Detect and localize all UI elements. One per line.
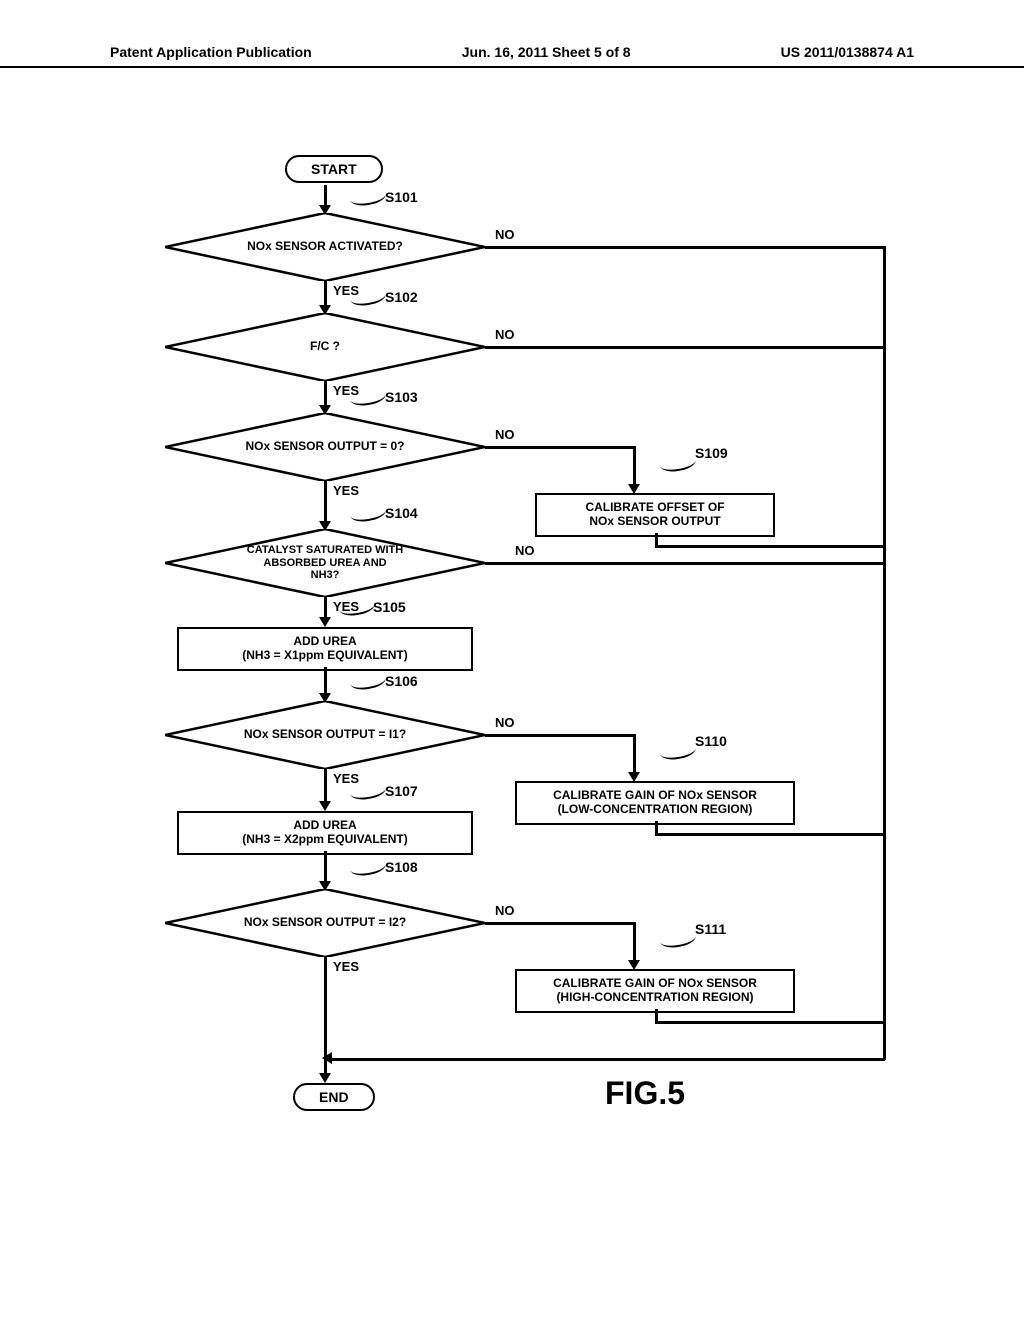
s108-text: NOx SENSOR OUTPUT = I2?: [244, 916, 406, 930]
flow-line: [324, 851, 327, 885]
page-header: Patent Application Publication Jun. 16, …: [0, 44, 1024, 68]
s103-label: S103: [385, 389, 418, 405]
s105-label: S105: [373, 599, 406, 615]
process-s109: CALIBRATE OFFSET OF NOx SENSOR OUTPUT: [535, 493, 775, 537]
s101-label: S101: [385, 189, 418, 205]
process-s110: CALIBRATE GAIN OF NOx SENSOR (LOW-CONCEN…: [515, 781, 795, 825]
label-curve: [349, 502, 387, 524]
s108-yes: YES: [333, 959, 359, 974]
s109-label: S109: [695, 445, 728, 461]
arrowhead-icon: [319, 1073, 331, 1083]
label-curve: [349, 186, 387, 208]
s106-label: S106: [385, 673, 418, 689]
label-curve: [659, 740, 697, 762]
s108-label: S108: [385, 859, 418, 875]
header-center: Jun. 16, 2011 Sheet 5 of 8: [462, 44, 631, 60]
s104-label: S104: [385, 505, 418, 521]
s106-yes: YES: [333, 771, 359, 786]
label-curve: [659, 928, 697, 950]
process-s111: CALIBRATE GAIN OF NOx SENSOR (HIGH-CONCE…: [515, 969, 795, 1013]
flow-line: [633, 922, 636, 964]
decision-s106: NOx SENSOR OUTPUT = I1?: [165, 701, 485, 769]
header-left: Patent Application Publication: [110, 44, 312, 60]
s108-no: NO: [495, 903, 515, 918]
decision-s104: CATALYST SATURATED WITH ABSORBED UREA AN…: [165, 529, 485, 597]
decision-s103: NOx SENSOR OUTPUT = 0?: [165, 413, 485, 481]
s111-text: CALIBRATE GAIN OF NOx SENSOR (HIGH-CONCE…: [553, 976, 757, 1004]
flow-line: [324, 769, 327, 805]
arrowhead-icon: [319, 617, 331, 627]
flow-line-bus: [883, 246, 886, 1060]
s110-text: CALIBRATE GAIN OF NOx SENSOR (LOW-CONCEN…: [553, 788, 757, 816]
s106-text: NOx SENSOR OUTPUT = I1?: [244, 728, 406, 742]
arrowhead-icon: [322, 1052, 332, 1064]
flow-line: [485, 734, 635, 737]
flow-line: [485, 346, 885, 349]
s103-yes: YES: [333, 483, 359, 498]
s106-no: NO: [495, 715, 515, 730]
flow-line: [655, 1021, 885, 1024]
s111-label: S111: [695, 921, 726, 937]
flow-line: [655, 545, 885, 548]
s103-no: NO: [495, 427, 515, 442]
terminal-start: START: [285, 155, 383, 183]
flow-line: [485, 446, 635, 449]
flow-line: [633, 446, 636, 488]
arrowhead-icon: [319, 801, 331, 811]
flow-line: [485, 246, 885, 249]
process-s107: ADD UREA (NH3 = X2ppm EQUIVALENT): [177, 811, 473, 855]
terminal-end: END: [293, 1083, 375, 1111]
s110-label: S110: [695, 733, 727, 749]
s109-text: CALIBRATE OFFSET OF NOx SENSOR OUTPUT: [585, 500, 724, 528]
start-label: START: [311, 161, 357, 177]
s102-no: NO: [495, 327, 515, 342]
flow-line: [633, 734, 636, 776]
label-curve: [349, 856, 387, 878]
flow-line: [485, 922, 635, 925]
s101-no: NO: [495, 227, 515, 242]
label-curve: [349, 670, 387, 692]
s107-text: ADD UREA (NH3 = X2ppm EQUIVALENT): [242, 818, 407, 846]
s107-label: S107: [385, 783, 418, 799]
s104-text: CATALYST SATURATED WITH ABSORBED UREA AN…: [247, 544, 403, 582]
flow-line: [655, 833, 885, 836]
flow-line: [485, 562, 885, 565]
s102-text: F/C ?: [310, 340, 340, 354]
decision-s102: F/C ?: [165, 313, 485, 381]
s103-text: NOx SENSOR OUTPUT = 0?: [245, 440, 404, 454]
flow-line: [324, 481, 327, 525]
flow-line: [326, 1058, 885, 1061]
decision-s101: NOx SENSOR ACTIVATED?: [165, 213, 485, 281]
end-label: END: [319, 1089, 349, 1105]
s101-text: NOx SENSOR ACTIVATED?: [247, 240, 403, 254]
process-s105: ADD UREA (NH3 = X1ppm EQUIVALENT): [177, 627, 473, 671]
label-curve: [659, 452, 697, 474]
s102-label: S102: [385, 289, 418, 305]
header-right: US 2011/0138874 A1: [781, 44, 914, 60]
decision-s108: NOx SENSOR OUTPUT = I2?: [165, 889, 485, 957]
flowchart: START NOx SENSOR ACTIVATED? S101 NO YES …: [115, 155, 915, 1215]
figure-label: FIG.5: [605, 1075, 685, 1112]
s104-no: NO: [515, 543, 535, 558]
s105-text: ADD UREA (NH3 = X1ppm EQUIVALENT): [242, 634, 407, 662]
